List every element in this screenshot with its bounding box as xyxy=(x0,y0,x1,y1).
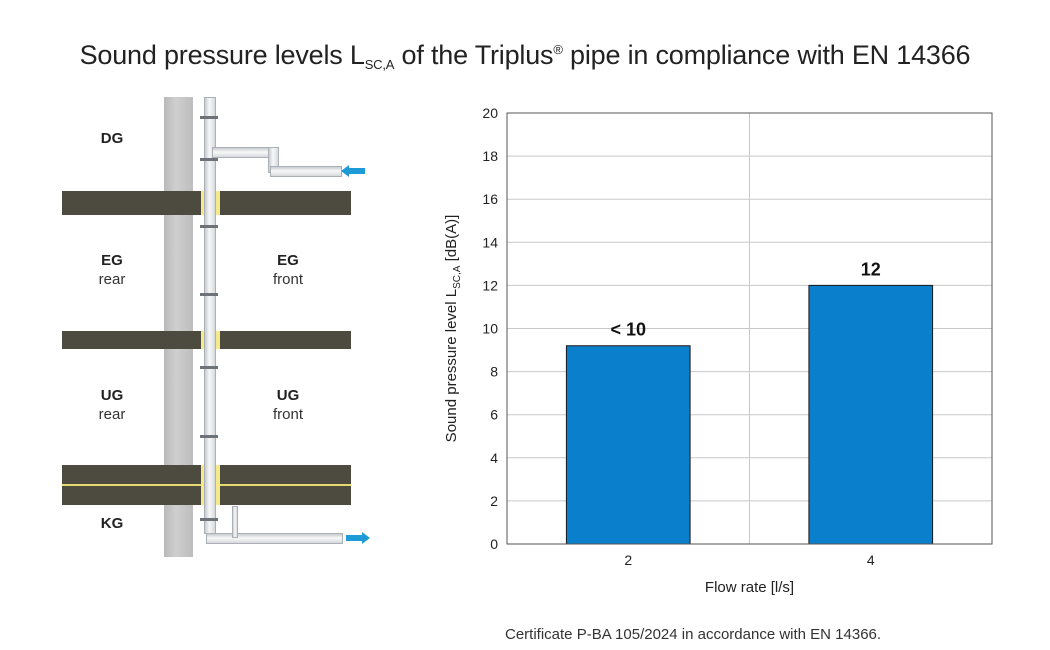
y-tick-label: 2 xyxy=(490,493,498,509)
data-label: 12 xyxy=(861,259,881,279)
floor-label-eg-front: EG front xyxy=(272,252,303,288)
pipe-clamp xyxy=(200,158,218,161)
outflow-arrow-icon xyxy=(346,532,370,544)
chart-title: Sound pressure levels LSC,A of the Tripl… xyxy=(79,40,971,72)
floor-label-dg: DG xyxy=(100,130,124,147)
outlet-pipe xyxy=(206,533,343,544)
y-tick-label: 16 xyxy=(482,191,498,207)
floor-label-kg: KG xyxy=(100,515,124,532)
y-axis-label: Sound pressure level LSC,A [dB(A)] xyxy=(443,215,463,443)
floor-slab-middle xyxy=(62,331,202,349)
floor-slab-top xyxy=(62,191,202,215)
y-tick-label: 8 xyxy=(490,364,498,380)
plot-frame xyxy=(506,112,993,545)
certificate-footnote: Certificate P-BA 105/2024 in accordance … xyxy=(505,626,882,643)
y-tick-label: 14 xyxy=(482,234,498,250)
pipe-clamp xyxy=(200,518,218,521)
bar xyxy=(565,345,691,545)
y-tick-label: 4 xyxy=(490,450,498,466)
pipe-clamp xyxy=(200,116,218,119)
pipe-clamp xyxy=(200,225,218,228)
y-tick-label: 20 xyxy=(482,105,498,121)
bars xyxy=(565,284,934,545)
x-tick-label: 2 xyxy=(624,552,632,568)
y-tick-label: 18 xyxy=(482,148,498,164)
data-label: < 10 xyxy=(610,320,646,340)
labels: 0 2 4 6 8 10 12 14 16 18 20 < 10 2 12 4 xyxy=(482,105,880,568)
inflow-arrow-icon xyxy=(341,165,365,177)
inlet-pipe-horizontal xyxy=(270,166,342,177)
x-axis-label: Flow rate [l/s] xyxy=(705,579,794,596)
pipe-seal xyxy=(214,191,220,215)
pipe-clamp xyxy=(200,366,218,369)
floor-label-ug-front: UG front xyxy=(272,387,303,423)
floor-label-ug-rear: UG rear xyxy=(98,387,126,423)
inlet-pipe xyxy=(212,147,276,158)
pipe-clamp xyxy=(200,293,218,296)
floor-label-eg-rear: EG rear xyxy=(98,252,126,288)
y-tick-label: 10 xyxy=(482,321,498,337)
y-tick-label: 6 xyxy=(490,407,498,423)
bar xyxy=(808,284,934,545)
y-tick-label: 0 xyxy=(490,536,498,552)
floor-slab-top-right xyxy=(218,191,351,215)
building-diagram: DG EG rear EG front UG rear UG front KG xyxy=(0,0,420,650)
stack-pipe xyxy=(204,97,216,534)
bar-chart: 0 2 4 6 8 10 12 14 16 18 20 < 10 2 12 4 Sound pressure… xyxy=(443,105,993,596)
vent-pipe xyxy=(232,506,238,538)
x-tick-label: 4 xyxy=(867,552,875,568)
pipe-seal xyxy=(214,331,220,349)
pipe-seal xyxy=(214,465,220,505)
pipe-clamp xyxy=(200,435,218,438)
floor-slab-middle-right xyxy=(218,331,351,349)
y-tick-label: 12 xyxy=(482,277,498,293)
